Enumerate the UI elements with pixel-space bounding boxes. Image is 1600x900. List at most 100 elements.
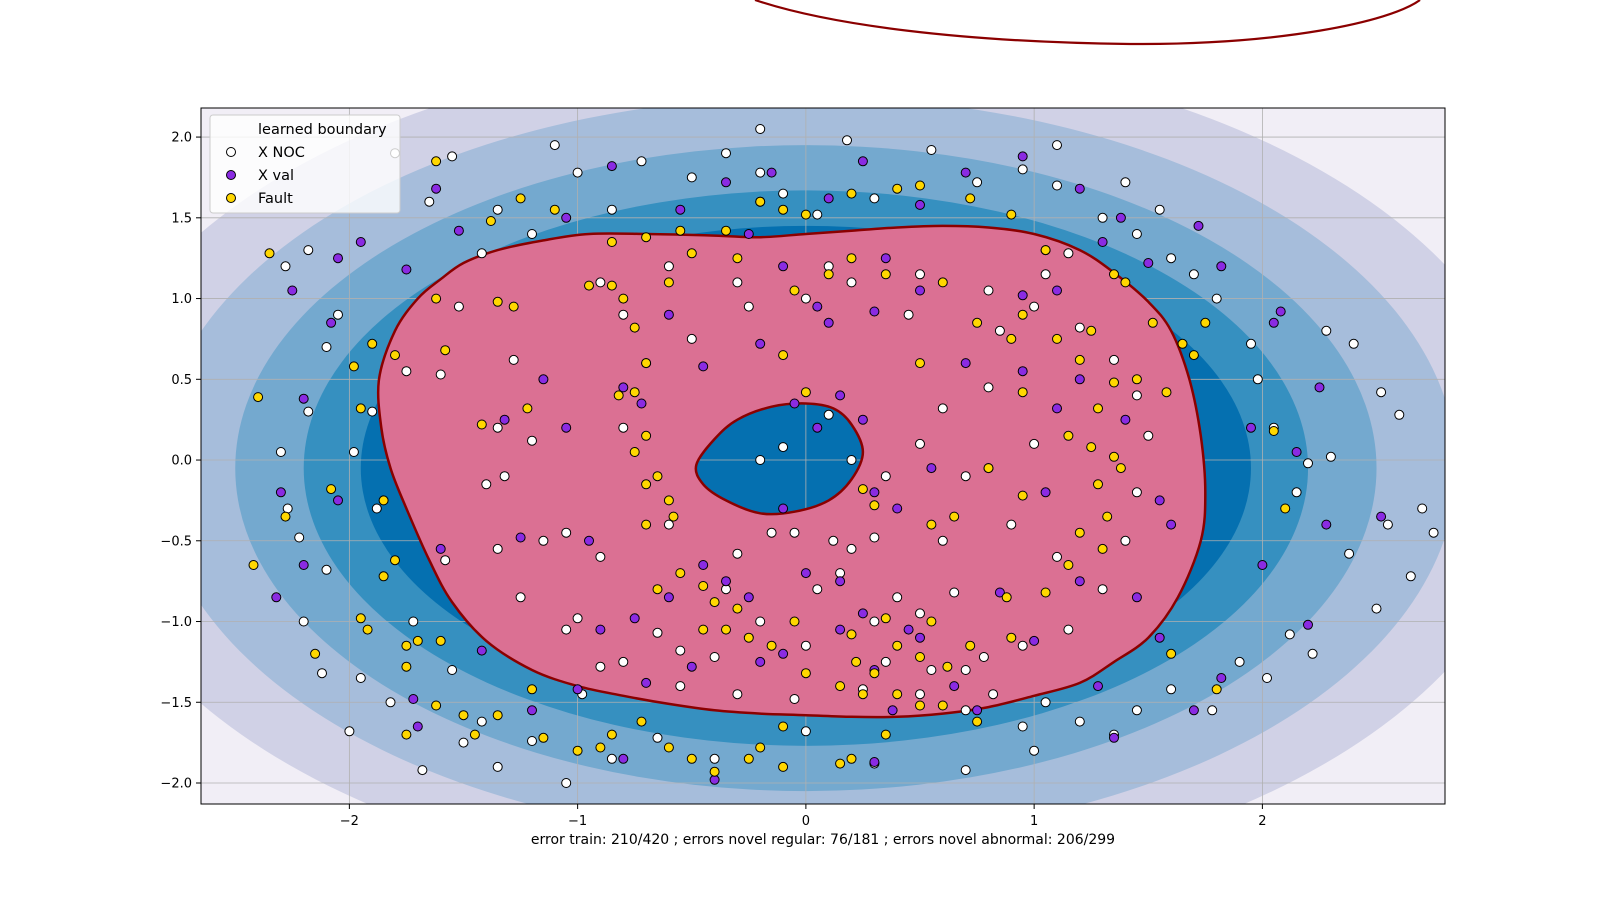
point-x-val xyxy=(1097,237,1108,247)
point-fault xyxy=(1017,387,1028,398)
scatter-points xyxy=(248,124,1439,788)
point-x-noc xyxy=(1321,325,1332,336)
point-x-noc xyxy=(1307,648,1318,659)
point-fault xyxy=(663,495,674,506)
point-x-noc xyxy=(892,592,903,603)
point-fault xyxy=(869,668,880,679)
point-fault xyxy=(675,225,686,236)
point-x-val xyxy=(915,199,925,210)
point-x-val xyxy=(926,463,937,474)
point-x-noc xyxy=(355,673,366,683)
point-x-val xyxy=(1052,285,1062,296)
point-fault xyxy=(1063,430,1074,441)
point-x-val xyxy=(972,705,983,716)
point-x-val xyxy=(994,587,1005,598)
point-x-noc xyxy=(1097,584,1108,595)
point-x-noc xyxy=(766,527,777,538)
point-fault xyxy=(469,729,480,740)
point-x-val xyxy=(686,661,697,672)
point-fault xyxy=(1063,560,1074,570)
point-fault xyxy=(348,361,359,372)
point-x-val xyxy=(835,390,846,401)
point-x-noc xyxy=(618,422,629,433)
point-fault xyxy=(846,188,857,199)
x-tick-label: −1 xyxy=(568,814,587,829)
point-x-noc xyxy=(732,689,743,700)
point-x-val xyxy=(584,535,594,546)
legend-label: learned boundary xyxy=(258,122,387,138)
point-x-noc xyxy=(1040,269,1051,280)
point-x-noc xyxy=(1207,705,1218,716)
point-x-noc xyxy=(926,665,937,675)
point-x-noc xyxy=(1143,430,1154,441)
point-x-noc xyxy=(1234,656,1245,667)
point-fault xyxy=(1074,354,1085,365)
point-x-noc xyxy=(915,608,925,619)
point-x-val xyxy=(408,694,419,704)
point-x-val xyxy=(572,684,583,695)
point-x-val xyxy=(1154,632,1165,643)
point-x-noc xyxy=(778,442,789,453)
point-fault xyxy=(355,403,366,414)
point-x-val xyxy=(778,503,789,514)
point-fault xyxy=(880,269,891,280)
point-x-noc xyxy=(652,732,663,743)
point-x-noc xyxy=(960,705,971,716)
point-x-val xyxy=(675,204,686,215)
point-x-val xyxy=(949,681,960,692)
point-fault xyxy=(972,317,983,328)
point-x-noc xyxy=(561,527,572,538)
point-x-val xyxy=(333,495,343,506)
point-x-noc xyxy=(926,145,937,155)
legend-marker xyxy=(226,147,236,157)
point-x-noc xyxy=(492,422,503,433)
plot-frame xyxy=(200,107,1446,805)
point-x-noc xyxy=(348,447,359,457)
point-x-noc xyxy=(960,765,971,776)
point-x-val xyxy=(1017,290,1028,301)
point-x-val xyxy=(887,705,898,716)
point-fault xyxy=(915,358,925,369)
point-x-noc xyxy=(978,652,989,662)
point-x-noc xyxy=(675,681,686,692)
point-x-noc xyxy=(1394,409,1405,420)
point-fault xyxy=(857,689,868,700)
y-tick-label: −1.5 xyxy=(160,696,192,711)
x-tick-label: −2 xyxy=(340,814,359,829)
point-fault xyxy=(789,616,800,627)
point-x-val xyxy=(915,632,925,643)
point-fault xyxy=(515,193,526,204)
point-x-val xyxy=(476,645,487,656)
point-fault xyxy=(668,511,679,522)
point-x-noc xyxy=(828,535,839,546)
point-x-noc xyxy=(880,656,891,667)
point-x-val xyxy=(1120,414,1131,425)
point-fault xyxy=(522,403,533,414)
point-x-noc xyxy=(652,627,663,638)
point-fault xyxy=(1109,269,1119,280)
point-x-val xyxy=(778,648,789,659)
point-x-val xyxy=(641,677,652,688)
point-x-val xyxy=(755,656,766,667)
point-x-noc xyxy=(385,697,396,708)
point-fault xyxy=(1109,451,1119,462)
point-x-noc xyxy=(321,342,332,352)
point-x-val xyxy=(892,503,903,514)
point-x-noc xyxy=(367,406,378,417)
point-x-noc xyxy=(282,503,293,514)
point-x-val xyxy=(298,393,309,404)
point-x-val xyxy=(1074,374,1085,385)
point-x-noc xyxy=(1166,684,1177,695)
point-x-noc xyxy=(453,301,464,312)
point-fault xyxy=(606,237,617,247)
point-x-val xyxy=(298,560,309,570)
point-x-noc xyxy=(1029,745,1040,756)
point-x-noc xyxy=(606,204,617,215)
point-fault xyxy=(440,345,451,356)
point-fault xyxy=(851,656,862,667)
point-x-noc xyxy=(686,172,697,183)
point-x-noc xyxy=(915,438,925,449)
point-x-noc xyxy=(572,167,583,178)
point-fault xyxy=(686,753,697,764)
point-x-noc xyxy=(1211,293,1222,304)
